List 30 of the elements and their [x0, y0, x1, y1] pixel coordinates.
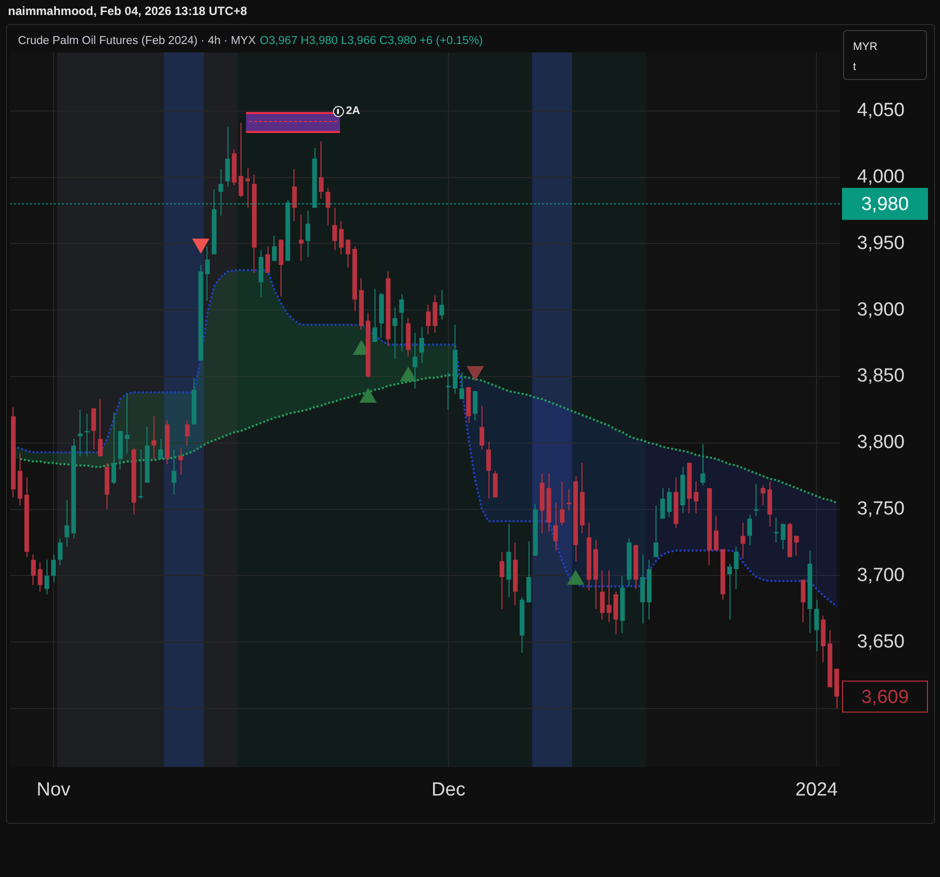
candlestick — [78, 410, 83, 456]
y-axis-title: MYR — [853, 40, 878, 55]
x-tick-label: Nov — [36, 780, 71, 801]
y-tick-label: 3,750 — [857, 498, 905, 520]
text: naimmahmood, Feb 04, 2026 13:18 UTC+8 — [8, 4, 248, 18]
y-tick-label: 3,650 — [857, 631, 905, 652]
candlestick — [138, 450, 143, 499]
point — [400, 366, 417, 382]
y-tick-label: 3,950 — [857, 232, 905, 254]
chart-subtitle: O3,967 H3,980 L3,966 C3,980 +6 (+0.15%) — [260, 35, 483, 47]
candlestick — [298, 214, 304, 261]
candlestick — [84, 414, 90, 456]
candlestick — [245, 168, 250, 208]
candlestick — [124, 394, 130, 454]
annotation: 2A — [346, 105, 360, 117]
chart-title: Crude Palm Oil Futures (Feb 2024) · 4h · MYX — [18, 35, 256, 47]
point — [566, 570, 584, 585]
y-tick-label: 4,000 — [857, 166, 905, 188]
point — [359, 388, 377, 403]
candlestick — [566, 489, 572, 511]
y-tick-label: 3,800 — [857, 432, 905, 454]
y-tick-label: 3,900 — [857, 299, 905, 320]
y-tick-label: 3,700 — [857, 564, 905, 586]
y-tick-label: 3,850 — [857, 366, 905, 387]
text: 3,609 — [861, 686, 909, 708]
x-tick-label: 2024 — [795, 780, 838, 801]
ref-line-label: 3,980 — [861, 194, 909, 216]
x-tick-label: Dec — [432, 780, 466, 801]
y-tick-label: 4,050 — [857, 100, 905, 122]
text: t — [853, 60, 858, 75]
